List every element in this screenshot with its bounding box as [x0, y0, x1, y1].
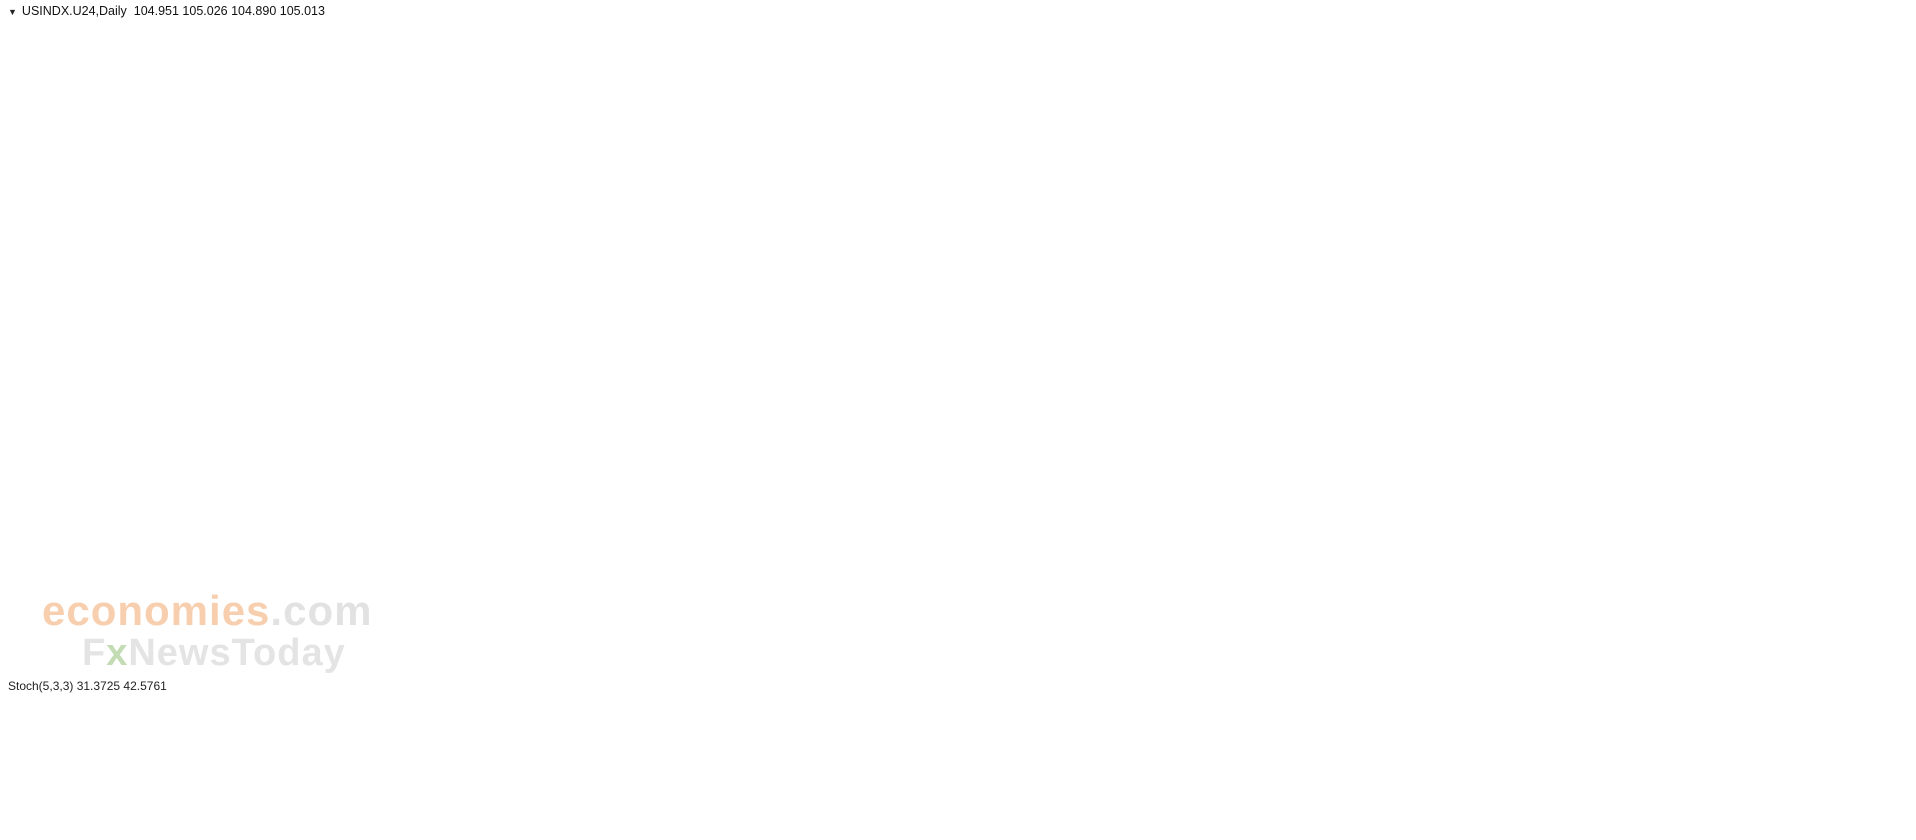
stochastic-indicator-label: Stoch(5,3,3) 31.3725 42.5761: [8, 679, 167, 693]
chevron-down-icon[interactable]: ▼: [8, 7, 17, 17]
chart-title: ▼ USINDX.U24,Daily 104.951 105.026 104.89…: [8, 4, 325, 18]
chart-ohlc-values: 104.951 105.026 104.890 105.013: [133, 4, 325, 18]
chart-symbol-period: USINDX.U24,Daily: [21, 4, 127, 18]
